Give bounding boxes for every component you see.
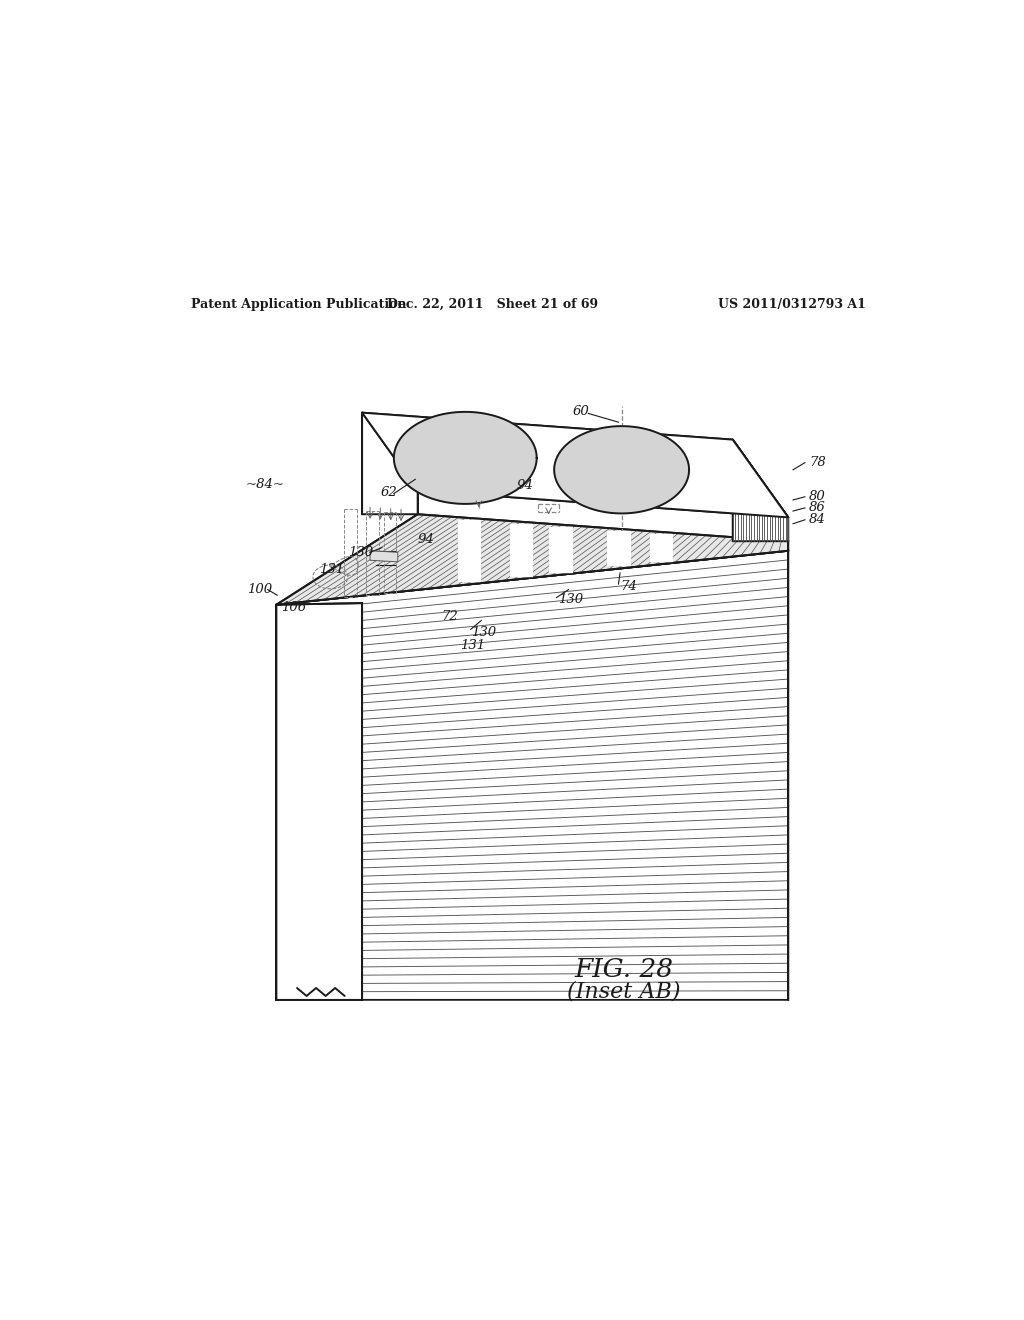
- Text: FIG. 28: FIG. 28: [574, 957, 674, 982]
- Text: 78: 78: [809, 457, 825, 469]
- Text: US 2011/0312793 A1: US 2011/0312793 A1: [718, 298, 866, 312]
- Polygon shape: [276, 550, 788, 1001]
- Text: 80: 80: [809, 490, 825, 503]
- Text: (Inset AB): (Inset AB): [567, 981, 681, 1003]
- Text: Patent Application Publication: Patent Application Publication: [191, 298, 407, 312]
- Polygon shape: [394, 412, 537, 504]
- Polygon shape: [510, 524, 531, 576]
- Polygon shape: [458, 520, 480, 581]
- Text: 62: 62: [380, 486, 397, 499]
- Text: 86: 86: [809, 502, 825, 515]
- Text: 106: 106: [282, 601, 306, 614]
- Text: 94: 94: [517, 479, 534, 492]
- Polygon shape: [370, 550, 397, 562]
- Text: 130: 130: [558, 594, 584, 606]
- Text: Dec. 22, 2011   Sheet 21 of 69: Dec. 22, 2011 Sheet 21 of 69: [387, 298, 599, 312]
- Polygon shape: [362, 413, 788, 517]
- Text: 60: 60: [572, 404, 589, 417]
- Polygon shape: [607, 531, 630, 565]
- Polygon shape: [362, 413, 418, 515]
- Polygon shape: [650, 535, 673, 561]
- Text: ~84~: ~84~: [246, 478, 285, 491]
- Polygon shape: [276, 603, 362, 1001]
- Text: 94: 94: [418, 533, 434, 546]
- Text: 72: 72: [441, 610, 458, 623]
- Text: 74: 74: [620, 579, 637, 593]
- Polygon shape: [550, 527, 571, 572]
- Text: 131: 131: [319, 564, 344, 577]
- Text: 100: 100: [247, 583, 272, 597]
- Text: 84: 84: [809, 513, 825, 527]
- Polygon shape: [276, 515, 788, 605]
- Text: 130: 130: [348, 546, 373, 558]
- Polygon shape: [554, 426, 689, 513]
- Text: 131: 131: [460, 639, 484, 652]
- Text: 130: 130: [471, 626, 496, 639]
- Polygon shape: [733, 440, 788, 541]
